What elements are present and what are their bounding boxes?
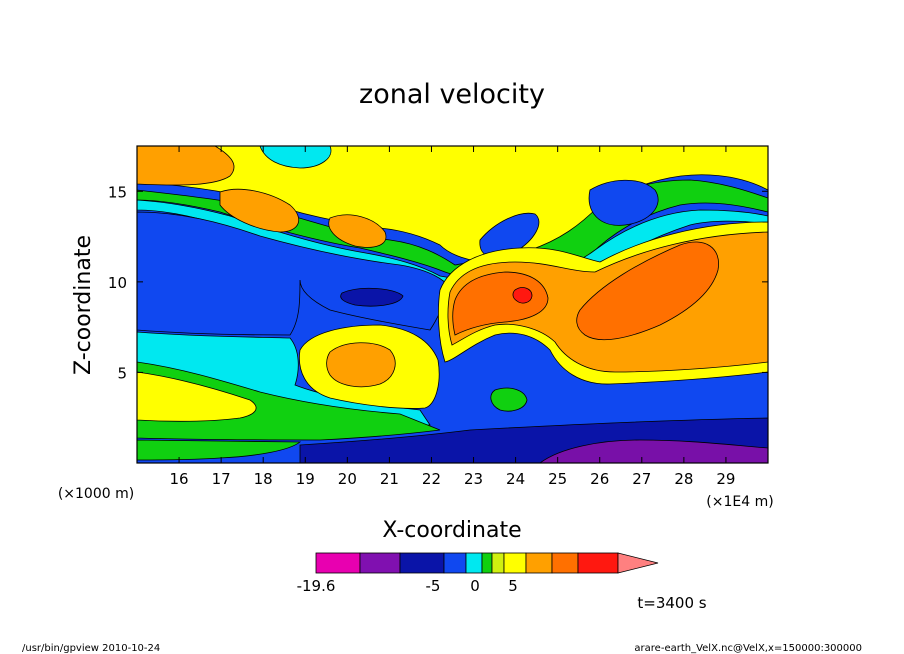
colorbar-segment xyxy=(481,552,493,574)
band-darkblue-mid xyxy=(340,287,404,307)
x-tick-label: 25 xyxy=(548,470,567,488)
x-tick-label: 21 xyxy=(380,470,399,488)
x-tick-label: 22 xyxy=(422,470,441,488)
footer-left: /usr/bin/gpview 2010-10-24 xyxy=(22,643,160,654)
colorbar-segment xyxy=(525,552,553,574)
time-label: t=3400 s xyxy=(637,594,706,612)
contour-field xyxy=(137,146,768,463)
band-orange-lobe-18 xyxy=(219,188,300,233)
x-tick-label: 27 xyxy=(632,470,651,488)
band-blue-upperright xyxy=(588,179,659,226)
x-tick-label: 29 xyxy=(716,470,735,488)
band-red-core xyxy=(512,287,533,304)
colorbar-tick-labels: -19.6 -5 0 5 xyxy=(297,577,518,595)
y-axis-ticks: 5 10 15 xyxy=(108,183,768,382)
x-tick-label: 19 xyxy=(296,470,315,488)
band-green-lower-right xyxy=(490,387,528,412)
y-tick-label: 5 xyxy=(117,364,127,382)
colorbar-segment xyxy=(491,552,505,574)
band-purple-bottom xyxy=(539,439,768,463)
band-cyan-top xyxy=(259,146,332,169)
colorbar-segment xyxy=(443,552,467,574)
chart-title: zonal velocity xyxy=(359,79,545,110)
y-tick-label: 10 xyxy=(108,274,127,292)
band-orange-upperleft xyxy=(137,146,235,186)
band-orange-lobe-20 xyxy=(328,214,387,248)
band-darkorange-far-right xyxy=(576,241,719,341)
colorbar-overflow-arrow xyxy=(617,552,659,574)
colorbar-segment xyxy=(315,552,361,574)
y-axis-label: Z-coordinate xyxy=(71,235,96,375)
x-tick-label: 28 xyxy=(674,470,693,488)
x-axis-ticks: 16 17 18 19 20 21 22 23 24 25 26 27 28 29 xyxy=(170,146,735,488)
colorbar xyxy=(315,552,659,574)
x-tick-label: 26 xyxy=(590,470,609,488)
x-axis-label: X-coordinate xyxy=(382,518,521,543)
band-orange-lower-mid xyxy=(326,342,396,388)
band-yellow-lower-left xyxy=(137,371,257,422)
x-tick-label: 24 xyxy=(506,470,525,488)
footer-right: arare-earth_VelX.nc@VelX,x=150000:300000 xyxy=(634,643,862,654)
colorbar-tick-label: 0 xyxy=(470,577,480,595)
colorbar-segment xyxy=(465,552,483,574)
plot-frame xyxy=(136,145,769,464)
x-tick-label: 23 xyxy=(464,470,483,488)
colorbar-segment xyxy=(577,552,619,574)
x-units-left: (×1000 m) xyxy=(58,486,134,502)
x-tick-label: 16 xyxy=(170,470,189,488)
x-tick-label: 20 xyxy=(338,470,357,488)
x-tick-label: 18 xyxy=(254,470,273,488)
colorbar-segment xyxy=(503,552,527,574)
x-tick-label: 17 xyxy=(212,470,231,488)
y-tick-label: 15 xyxy=(108,183,127,201)
colorbar-tick-label: -19.6 xyxy=(297,577,336,595)
colorbar-segment xyxy=(551,552,579,574)
x-units-right: (×1E4 m) xyxy=(706,494,773,510)
colorbar-tick-label: 5 xyxy=(508,577,518,595)
band-green-bottom xyxy=(137,439,302,461)
colorbar-segment xyxy=(399,552,445,574)
colorbar-tick-label: -5 xyxy=(426,577,441,595)
colorbar-segment xyxy=(359,552,401,574)
